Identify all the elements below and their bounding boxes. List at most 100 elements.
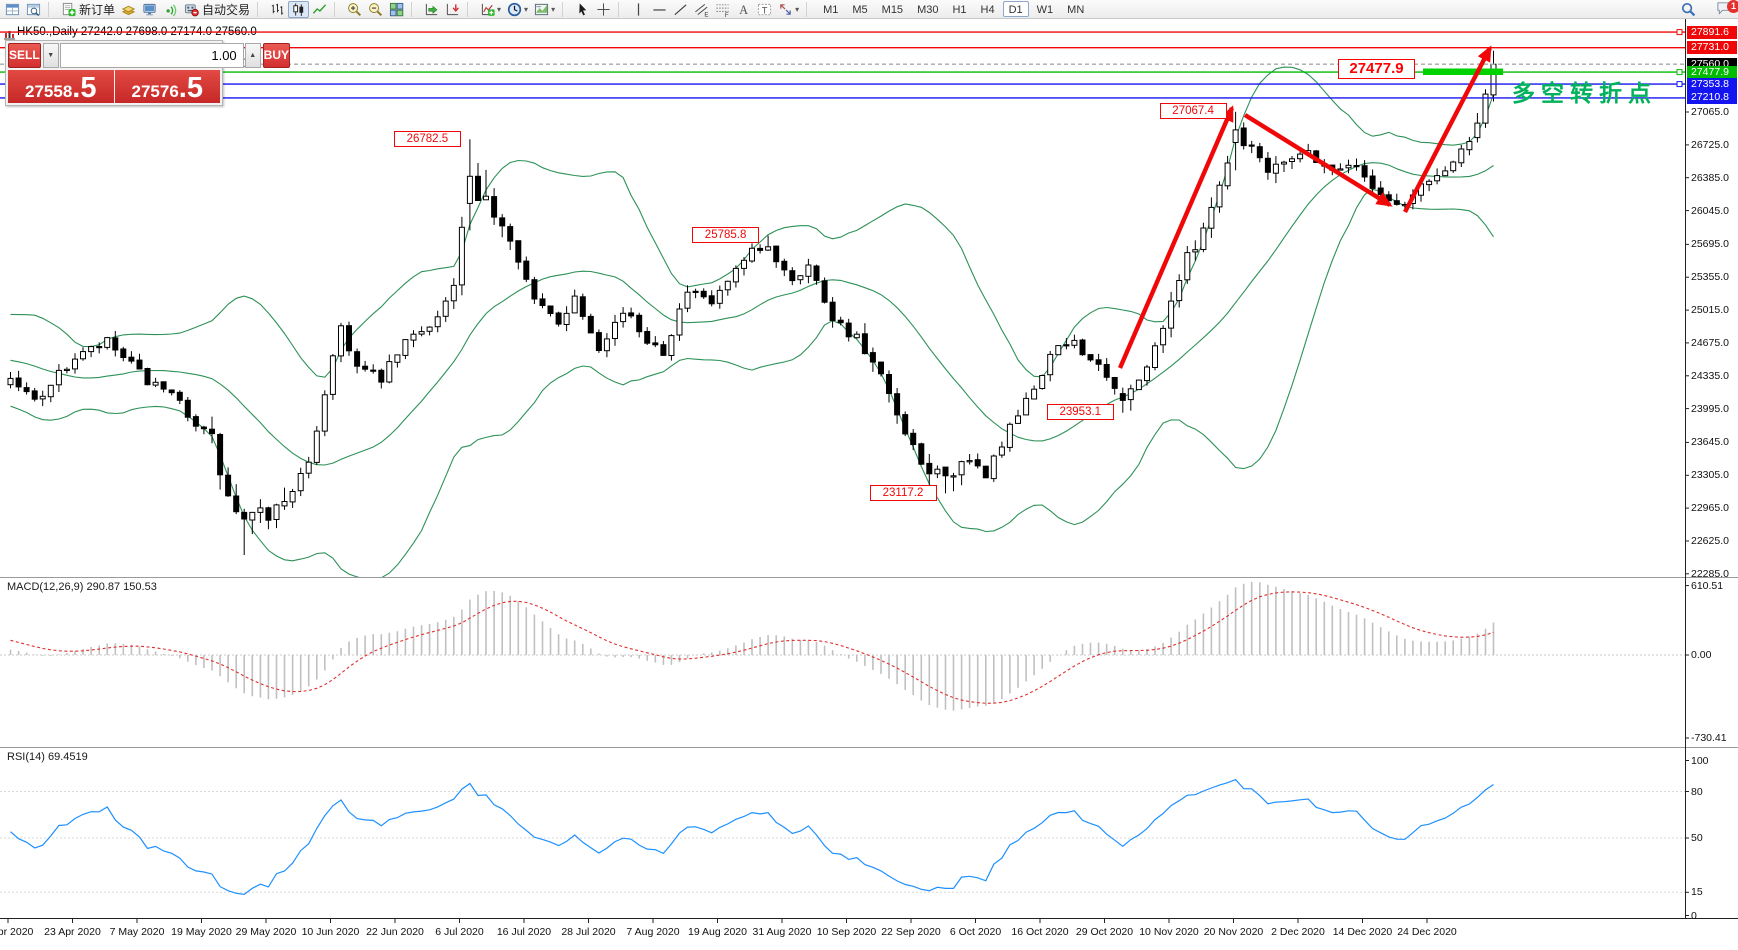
horizontal-line-icon[interactable] [649, 1, 670, 18]
fibonacci-icon[interactable]: F [712, 1, 733, 18]
notifications-icon[interactable]: 1 [1713, 0, 1738, 18]
rsi-scale-label: 80 [1691, 785, 1703, 798]
date-axis-label: 2 Dec 2020 [1271, 926, 1325, 938]
text-icon[interactable]: A [733, 1, 754, 18]
candle-chart-icon[interactable] [288, 0, 310, 18]
rsi-label: RSI(14) 69.4519 [7, 751, 88, 763]
buy-price[interactable]: 27576.5 [114, 70, 220, 103]
timeframe-mn[interactable]: MN [1067, 4, 1085, 16]
equidistant-channel-icon[interactable]: E [691, 1, 712, 18]
date-axis-label: 16 Jul 2020 [496, 926, 552, 938]
rsi-scale-label: 0 [1691, 909, 1697, 922]
search-icon[interactable] [1678, 1, 1699, 18]
crosshair-icon[interactable] [593, 1, 614, 18]
depth-of-market-icon[interactable] [118, 1, 139, 18]
sell-price[interactable]: 27558.5 [8, 70, 114, 103]
price-tag-27477.9: 27477.9 [1687, 65, 1737, 79]
timeframe-m30[interactable]: M30 [917, 4, 939, 16]
main-toolbar: 新订单 自动交易 ▾ ▾ ▾ E F A T ▾ M1 M5 M15 M30 H1 H4 D1 W1 MN 1 [0, 0, 1738, 19]
timeframe-m5[interactable]: M5 [852, 4, 868, 16]
chart-shift-icon[interactable] [421, 1, 442, 18]
date-axis-label: 16 Oct 2020 [1011, 926, 1069, 938]
autotrading-label: 自动交易 [202, 2, 251, 17]
line-handle[interactable] [1676, 69, 1683, 76]
market-watch-icon[interactable] [2, 1, 23, 18]
date-axis-label: 22 Jun 2020 [366, 926, 424, 938]
macd-indicator [0, 581, 1685, 711]
data-window-icon[interactable] [23, 1, 44, 18]
timeframe-w1[interactable]: W1 [1036, 4, 1054, 16]
price-annotation-26782.5[interactable]: 26782.5 [393, 130, 461, 147]
indicators-icon[interactable]: ▾ [477, 1, 504, 18]
new-order-icon[interactable]: 新订单 [58, 1, 118, 18]
autotrading-icon[interactable]: 自动交易 [181, 1, 253, 18]
volume-decrease-button[interactable]: ▼ [42, 43, 59, 68]
timeframe-h4[interactable]: H4 [980, 4, 995, 16]
price-tag-27731.0: 27731.0 [1687, 41, 1737, 55]
date-axis-label: 20 Nov 2020 [1203, 926, 1264, 938]
sell-button[interactable]: SELL [8, 43, 41, 68]
arrows-tool-icon[interactable]: ▾ [775, 1, 802, 18]
price-scale-label: 23305.0 [1691, 469, 1729, 482]
line-handle[interactable] [1676, 29, 1683, 36]
toolbar-separator [334, 1, 341, 17]
toolbar-separator [411, 1, 418, 17]
line-chart-icon[interactable] [309, 1, 330, 18]
svg-text:F: F [725, 12, 729, 17]
price-scale-label: 22285.0 [1691, 567, 1729, 580]
price-scale-label: 23645.0 [1691, 436, 1729, 449]
date-axis-label: 7 May 2020 [109, 926, 165, 938]
timeframe-h1[interactable]: H1 [952, 4, 967, 16]
price-scale-label: 22965.0 [1691, 502, 1729, 515]
date-axis-label: 24 Dec 2020 [1397, 926, 1457, 938]
date-axis-label: 28 Jul 2020 [561, 926, 616, 938]
signals-icon[interactable] [160, 1, 181, 18]
volume-input[interactable] [59, 43, 244, 68]
trend-arrow-3[interactable] [1403, 45, 1492, 214]
periods-icon[interactable]: ▾ [504, 1, 531, 18]
macd-scale-label: -730.41 [1691, 732, 1727, 744]
vertical-line-icon[interactable] [628, 1, 649, 18]
price-scale-label: 25355.0 [1691, 271, 1729, 284]
text-label-icon[interactable]: T [754, 1, 775, 18]
tile-windows-icon[interactable] [386, 1, 407, 18]
timeframe-m1[interactable]: M1 [823, 4, 839, 16]
date-axis-label: 10 Sep 2020 [816, 926, 877, 938]
price-scale-label: 26725.0 [1691, 138, 1729, 151]
price-scale-label: 23995.0 [1691, 402, 1729, 415]
price-annotation-25785.8[interactable]: 25785.8 [692, 227, 760, 244]
cursor-icon[interactable] [572, 1, 593, 18]
turning-point-note[interactable]: 多空转折点 [1512, 80, 1657, 106]
zoom-in-icon[interactable] [344, 1, 365, 18]
trend-arrow-1[interactable] [1117, 105, 1235, 369]
date-axis-label: 23 Apr 2020 [44, 926, 101, 938]
price-tag-27353.8: 27353.8 [1687, 77, 1737, 91]
chart-title: HK50.,Daily 27242.0 27698.0 27174.0 2756… [17, 26, 257, 38]
price-scale-label: 26385.0 [1691, 171, 1729, 184]
templates-icon[interactable]: ▾ [531, 1, 558, 18]
chevron-down-icon: ▾ [551, 4, 556, 14]
support-zone-bar[interactable] [1423, 68, 1503, 76]
rsi-scale-label: 15 [1691, 886, 1703, 899]
bar-chart-icon[interactable] [267, 1, 288, 18]
auto-scroll-icon[interactable] [442, 1, 463, 18]
breakout-price-label[interactable]: 27477.9 [1338, 59, 1415, 79]
buy-button[interactable]: BUY [262, 43, 291, 68]
trendline-icon[interactable] [670, 1, 691, 18]
timeframe-m15[interactable]: M15 [881, 4, 904, 16]
rsi-scale-label: 100 [1691, 754, 1709, 767]
date-axis-label: 7 Aug 2020 [626, 926, 680, 938]
trend-arrow-2[interactable] [1243, 113, 1393, 207]
timeframe-d1[interactable]: D1 [1002, 1, 1029, 17]
price-annotation-27067.4[interactable]: 27067.4 [1159, 103, 1227, 120]
terminal-icon[interactable] [139, 1, 160, 18]
bollinger-bands [7, 50, 1497, 577]
zoom-out-icon[interactable] [365, 1, 386, 18]
price-annotation-23117.2[interactable]: 23117.2 [869, 484, 937, 501]
price-annotation-23953.1[interactable]: 23953.1 [1046, 404, 1114, 421]
date-axis-label: 29 Oct 2020 [1075, 926, 1134, 938]
chevron-down-icon: ▾ [524, 4, 529, 14]
line-handle[interactable] [1676, 81, 1683, 88]
volume-increase-button[interactable]: ▲ [244, 43, 261, 68]
